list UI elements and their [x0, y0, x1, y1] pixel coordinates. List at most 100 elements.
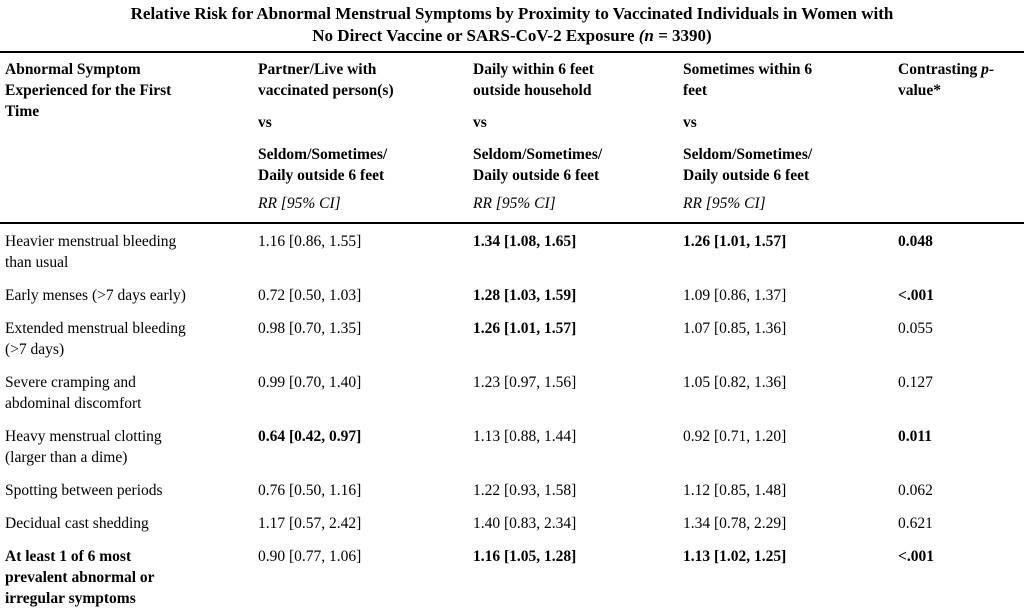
symptom-label: Early menses (>7 days early): [5, 287, 186, 304]
rr-ci-value: 1.23 [0.97, 1.56]: [473, 374, 577, 391]
rr-ci-value: 1.13 [0.88, 1.44]: [473, 428, 577, 445]
vs-label: vs: [683, 114, 697, 131]
rr-value-cell: 0.64 [0.42, 0.97]: [255, 419, 470, 473]
table-title-line2: No Direct Vaccine or SARS-CoV-2 Exposure…: [0, 25, 1024, 47]
symptom-cell: Early menses (>7 days early): [0, 278, 255, 311]
rr-ci-value: 1.13 [1.02, 1.25]: [683, 548, 787, 565]
rr-value-cell: 0.90 [0.77, 1.06]: [255, 539, 470, 614]
rr-ci-value: 1.17 [0.57, 2.42]: [258, 515, 362, 532]
table-header-row: Abnormal Symptom Experienced for the Fir…: [0, 51, 1024, 224]
rr-ci-value: 1.26 [1.01, 1.57]: [683, 233, 787, 250]
symptom-label: Extended menstrual bleeding (>7 days): [5, 320, 186, 358]
table-title-line1: Relative Risk for Abnormal Menstrual Sym…: [130, 4, 894, 23]
rr-ci-value: 0.90 [0.77, 1.06]: [258, 548, 362, 565]
p-value: 0.127: [898, 374, 933, 391]
sample-size-value: 3390): [672, 26, 712, 45]
rr-ci-value: 0.92 [0.71, 1.20]: [683, 428, 787, 445]
rr-value-cell: 1.17 [0.57, 2.42]: [255, 506, 470, 539]
p-value-cell: 0.062: [895, 473, 1024, 506]
rr-value-cell: 0.76 [0.50, 1.16]: [255, 473, 470, 506]
table-body: Heavier menstrual bleeding than usual 1.…: [0, 223, 1024, 614]
table-row: Severe cramping and abdominal discomfort…: [0, 365, 1024, 419]
rr-value-cell: 1.16 [0.86, 1.55]: [255, 223, 470, 278]
rr-ci-label: RR [95% CI]: [473, 195, 556, 212]
rr-ci-value: 1.40 [0.83, 2.34]: [473, 515, 577, 532]
p-value-cell: 0.127: [895, 365, 1024, 419]
table-row: Heavy menstrual clotting (larger than a …: [0, 419, 1024, 473]
table-header: Abnormal Symptom Experienced for the Fir…: [0, 51, 1024, 224]
rr-value-cell: 1.28 [1.03, 1.59]: [470, 278, 680, 311]
symptom-cell: At least 1 of 6 most prevalent abnormal …: [0, 539, 255, 614]
table-row: Extended menstrual bleeding (>7 days) 0.…: [0, 311, 1024, 365]
comparison-label: Seldom/Sometimes/ Daily outside 6 feet: [683, 146, 813, 184]
rr-value-cell: 0.72 [0.50, 1.03]: [255, 278, 470, 311]
p-value: 0.062: [898, 482, 933, 499]
rr-ci-value: 0.72 [0.50, 1.03]: [258, 287, 362, 304]
p-value-cell: <.001: [895, 539, 1024, 614]
column-header-daily-within-6ft: Daily within 6 feet outside household vs…: [470, 51, 680, 224]
rr-ci-value: 1.09 [0.86, 1.37]: [683, 287, 787, 304]
symptom-cell: Spotting between periods: [0, 473, 255, 506]
rr-value-cell: 1.23 [0.97, 1.56]: [470, 365, 680, 419]
symptom-label: Heavier menstrual bleeding than usual: [5, 233, 177, 271]
symptom-label: Severe cramping and abdominal discomfort: [5, 374, 142, 412]
p-value-header-p: p: [981, 61, 989, 78]
rr-ci-value: 1.16 [0.86, 1.55]: [258, 233, 362, 250]
rr-value-cell: 1.12 [0.85, 1.48]: [680, 473, 895, 506]
group-label: Daily within 6 feet outside household: [473, 61, 594, 99]
rr-value-cell: 1.34 [0.78, 2.29]: [680, 506, 895, 539]
symptom-cell: Heavier menstrual bleeding than usual: [0, 223, 255, 278]
p-value-cell: <.001: [895, 278, 1024, 311]
rr-ci-value: 1.07 [0.85, 1.36]: [683, 320, 787, 337]
symptom-label: Decidual cast shedding: [5, 515, 149, 532]
rr-ci-value: 1.34 [1.08, 1.65]: [473, 233, 577, 250]
p-value: <.001: [898, 287, 934, 304]
p-value-cell: 0.621: [895, 506, 1024, 539]
table-row: Heavier menstrual bleeding than usual 1.…: [0, 223, 1024, 278]
rr-value-cell: 1.07 [0.85, 1.36]: [680, 311, 895, 365]
p-value-header-suffix: -value*: [898, 61, 995, 99]
rr-ci-value: 1.22 [0.93, 1.58]: [473, 482, 577, 499]
column-header-p-value: Contrasting p-value*: [895, 51, 1024, 224]
rr-value-cell: 1.05 [0.82, 1.36]: [680, 365, 895, 419]
p-value: 0.055: [898, 320, 933, 337]
rr-value-cell: 1.22 [0.93, 1.58]: [470, 473, 680, 506]
group-label: Sometimes within 6 feet: [683, 61, 813, 99]
p-value-header-prefix: Contrasting: [898, 61, 982, 78]
rr-ci-value: 1.28 [1.03, 1.59]: [473, 287, 577, 304]
table-title-line2-text: No Direct Vaccine or SARS-CoV-2 Exposure: [312, 26, 639, 45]
rr-value-cell: 1.16 [1.05, 1.28]: [470, 539, 680, 614]
rr-ci-value: 1.26 [1.01, 1.57]: [473, 320, 577, 337]
rr-ci-value: 0.64 [0.42, 0.97]: [258, 428, 362, 445]
table-row: Early menses (>7 days early) 0.72 [0.50,…: [0, 278, 1024, 311]
rr-value-cell: 1.26 [1.01, 1.57]: [470, 311, 680, 365]
rr-value-cell: 0.99 [0.70, 1.40]: [255, 365, 470, 419]
rr-ci-value: 1.05 [0.82, 1.36]: [683, 374, 787, 391]
vs-label: vs: [473, 114, 487, 131]
rr-value-cell: 1.26 [1.01, 1.57]: [680, 223, 895, 278]
symptom-cell: Extended menstrual bleeding (>7 days): [0, 311, 255, 365]
p-value: <.001: [898, 548, 934, 565]
p-value: 0.621: [898, 515, 933, 532]
relative-risk-table: Abnormal Symptom Experienced for the Fir…: [0, 51, 1024, 614]
comparison-label: Seldom/Sometimes/ Daily outside 6 feet: [258, 146, 388, 184]
rr-ci-value: 0.76 [0.50, 1.16]: [258, 482, 362, 499]
comparison-label: Seldom/Sometimes/ Daily outside 6 feet: [473, 146, 603, 184]
table-row: Decidual cast shedding 1.17 [0.57, 2.42]…: [0, 506, 1024, 539]
vs-label: vs: [258, 114, 272, 131]
rr-value-cell: 1.13 [0.88, 1.44]: [470, 419, 680, 473]
column-header-partner-live: Partner/Live with vaccinated person(s) v…: [255, 51, 470, 224]
rr-ci-label: RR [95% CI]: [683, 195, 766, 212]
rr-value-cell: 1.40 [0.83, 2.34]: [470, 506, 680, 539]
symptom-cell: Heavy menstrual clotting (larger than a …: [0, 419, 255, 473]
rr-ci-value: 1.16 [1.05, 1.28]: [473, 548, 577, 565]
rr-value-cell: 1.09 [0.86, 1.37]: [680, 278, 895, 311]
rr-value-cell: 1.34 [1.08, 1.65]: [470, 223, 680, 278]
p-value-cell: 0.055: [895, 311, 1024, 365]
p-value-cell: 0.048: [895, 223, 1024, 278]
rr-ci-value: 0.98 [0.70, 1.35]: [258, 320, 362, 337]
symptom-label: At least 1 of 6 most prevalent abnormal …: [5, 548, 155, 607]
rr-ci-value: 0.99 [0.70, 1.40]: [258, 374, 362, 391]
p-value: 0.011: [898, 428, 933, 445]
sample-size-n: (n =: [638, 26, 673, 45]
